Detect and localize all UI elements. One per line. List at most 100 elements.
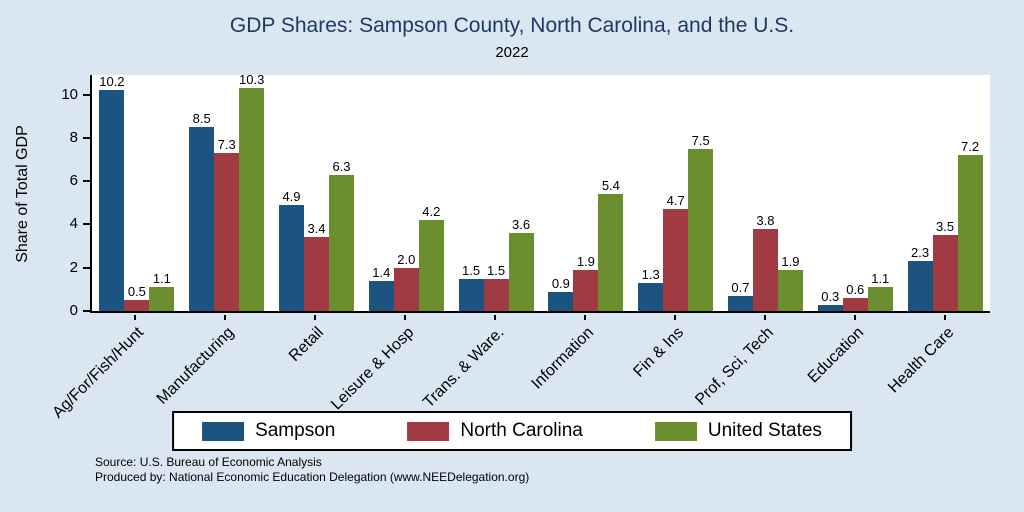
legend-swatch bbox=[202, 421, 245, 441]
source-line-1: Source: U.S. Bureau of Economic Analysis bbox=[95, 455, 322, 469]
bar bbox=[418, 220, 444, 311]
bar-column: 10.3 bbox=[239, 72, 264, 311]
y-tick-label: 2 bbox=[69, 258, 78, 276]
bar-column: 0.5 bbox=[124, 284, 150, 311]
bar-value-label: 2.3 bbox=[911, 245, 930, 261]
bar-groups: 10.2 0.5 1.1 8.5 7.3 10.3 4.9 3.4 6.3 1.4 2.0 4.2 1.… bbox=[92, 72, 990, 311]
bar-column: 3.5 bbox=[932, 219, 958, 311]
bar-value-label: 1.4 bbox=[372, 264, 391, 280]
bar-value-label: 1.1 bbox=[152, 271, 171, 287]
bar bbox=[239, 88, 265, 311]
chart-subtitle: 2022 bbox=[495, 44, 529, 61]
bar-value-label: 1.5 bbox=[487, 262, 506, 278]
bar bbox=[598, 194, 624, 311]
bar bbox=[663, 209, 689, 311]
bar-value-label: 1.5 bbox=[462, 262, 481, 278]
category-label: Trans. & Ware. bbox=[419, 324, 508, 412]
category-label: Ag/For/Fish/Hunt bbox=[49, 324, 148, 422]
bar-column: 7.5 bbox=[688, 132, 714, 311]
bar bbox=[867, 287, 893, 311]
bar-column: 1.3 bbox=[638, 266, 664, 311]
bar-group: 10.2 0.5 1.1 bbox=[92, 74, 182, 311]
bar-group: 1.4 2.0 4.2 bbox=[361, 75, 451, 311]
x-tick-mark bbox=[134, 315, 136, 320]
x-tick-mark bbox=[404, 315, 406, 320]
legend-label: United States bbox=[707, 420, 822, 441]
plot-area: 0 2 4 6 8 10 10.2 0.5 1.1 8.5 7.3 10.3 4.9 3.4 6.3 1.4… bbox=[61, 72, 990, 319]
bar-column: 6.3 bbox=[328, 159, 354, 311]
bar-value-label: 1.3 bbox=[641, 266, 660, 282]
bar-column: 1.5 bbox=[458, 262, 484, 311]
category-label: Health Care bbox=[884, 324, 958, 397]
bar bbox=[638, 282, 664, 311]
category-label: Retail bbox=[286, 324, 328, 365]
bar bbox=[393, 267, 419, 311]
bar bbox=[957, 155, 983, 311]
category-label: Prof, Sci, Tech bbox=[692, 324, 778, 409]
bar bbox=[458, 278, 484, 311]
x-tick-mark bbox=[764, 315, 766, 320]
y-tick-mark bbox=[83, 223, 90, 226]
bar bbox=[328, 174, 354, 311]
x-tick-mark bbox=[224, 315, 226, 320]
bar-column: 7.2 bbox=[957, 139, 983, 311]
bar-value-label: 5.4 bbox=[601, 178, 620, 194]
bar-column: 2.0 bbox=[393, 252, 419, 311]
y-tick-mark bbox=[83, 266, 90, 269]
x-tick-mark bbox=[854, 315, 856, 320]
x-tick-mark bbox=[674, 315, 676, 320]
bar-group: 1.5 1.5 3.6 bbox=[451, 75, 541, 311]
y-tick-label: 4 bbox=[69, 215, 78, 233]
bar-value-label: 1.9 bbox=[781, 253, 800, 269]
bar-column: 7.3 bbox=[214, 137, 240, 311]
bar-group: 1.3 4.7 7.5 bbox=[631, 75, 721, 311]
bar bbox=[99, 90, 125, 311]
bar-column: 8.5 bbox=[189, 111, 215, 311]
y-tick-mark bbox=[83, 136, 90, 139]
legend-label: North Carolina bbox=[460, 420, 583, 441]
bar-value-label: 4.9 bbox=[282, 188, 301, 204]
category-label: Leisure & Hosp bbox=[327, 324, 418, 414]
x-tick-mark bbox=[584, 315, 586, 320]
bar-group: 8.5 7.3 10.3 bbox=[182, 72, 272, 311]
bar-value-label: 8.5 bbox=[192, 111, 211, 127]
y-tick-mark bbox=[83, 180, 90, 183]
bar-value-label: 1.9 bbox=[576, 253, 595, 269]
bar-column: 1.1 bbox=[149, 271, 175, 311]
bar bbox=[278, 204, 304, 311]
bar-value-label: 3.5 bbox=[936, 219, 955, 235]
bar-column: 0.9 bbox=[548, 276, 574, 311]
bar-column: 0.6 bbox=[842, 282, 868, 311]
bar bbox=[303, 237, 329, 311]
bar-value-label: 10.3 bbox=[239, 72, 265, 88]
bar-column: 3.6 bbox=[508, 217, 534, 311]
legend-entry: Sampson bbox=[202, 420, 335, 442]
bar-value-label: 0.3 bbox=[821, 288, 840, 304]
y-tick-mark bbox=[83, 93, 90, 96]
bar-column: 0.3 bbox=[817, 288, 843, 311]
bar bbox=[688, 148, 714, 311]
y-axis-title-box: Share of Total GDP bbox=[12, 75, 34, 313]
bar-column: 1.4 bbox=[368, 264, 394, 311]
bar bbox=[752, 228, 778, 311]
bar-column: 1.5 bbox=[483, 262, 509, 311]
bar-value-label: 0.5 bbox=[127, 284, 146, 300]
bar-column: 3.8 bbox=[752, 213, 778, 311]
x-tick-mark bbox=[314, 315, 316, 320]
legend-swatch bbox=[407, 421, 450, 441]
bar-column: 0.7 bbox=[727, 280, 753, 311]
bar bbox=[777, 269, 803, 311]
bar-value-label: 1.1 bbox=[871, 271, 890, 287]
bar-group: 0.7 3.8 1.9 bbox=[721, 75, 811, 311]
bar bbox=[124, 300, 150, 311]
bar-value-label: 3.6 bbox=[512, 217, 531, 233]
bar-column: 10.2 bbox=[99, 74, 125, 311]
bar-value-label: 7.5 bbox=[691, 132, 710, 148]
bar-group: 0.3 0.6 1.1 bbox=[810, 75, 900, 311]
bar-group: 2.3 3.5 7.2 bbox=[900, 75, 990, 311]
bar bbox=[932, 235, 958, 311]
bar-column: 3.4 bbox=[303, 221, 329, 311]
legend-entry: North Carolina bbox=[407, 420, 583, 442]
chart-title: GDP Shares: Sampson County, North Caroli… bbox=[229, 14, 795, 37]
